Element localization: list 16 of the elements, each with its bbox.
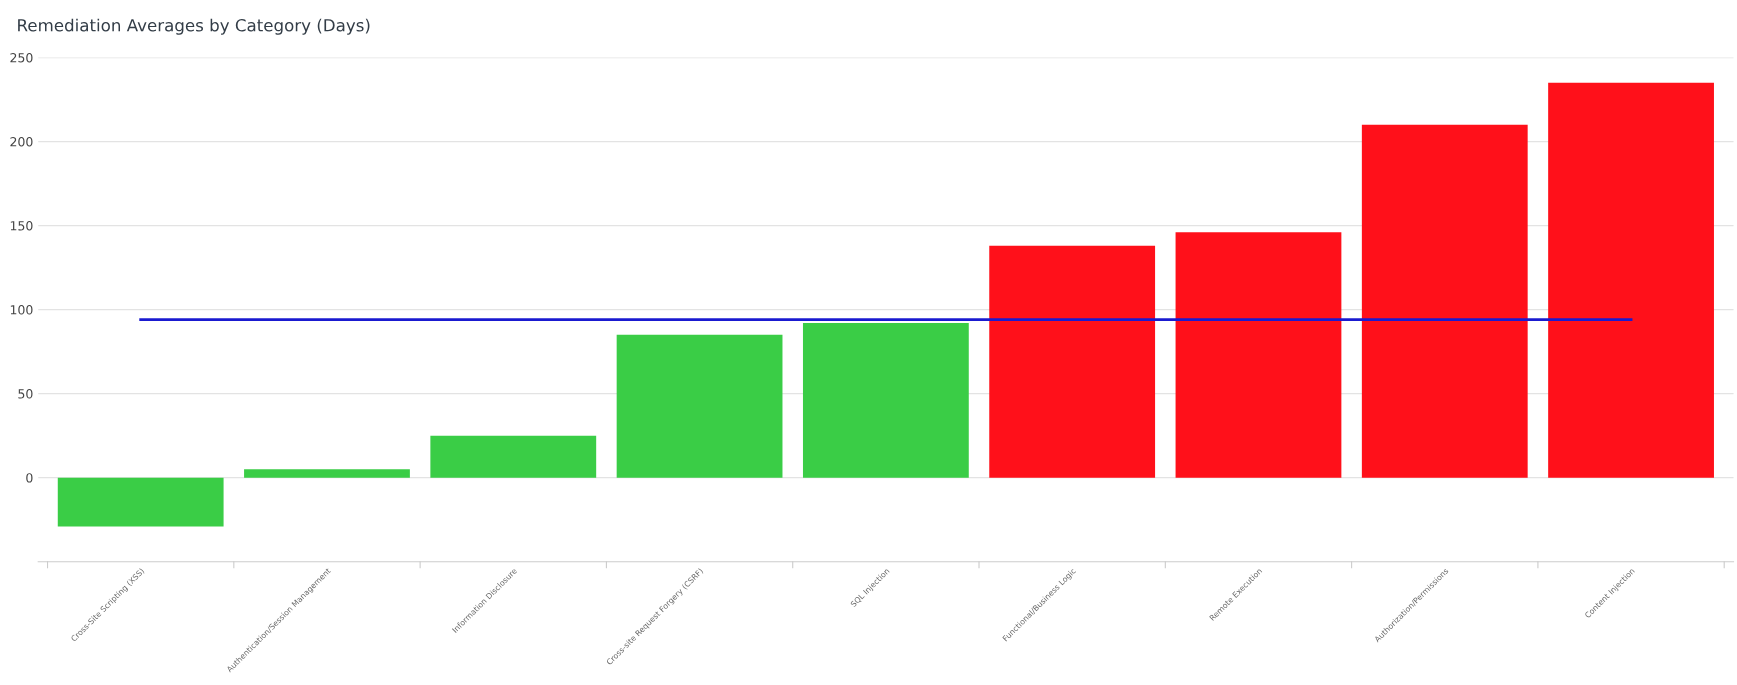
- bar: [430, 435, 597, 478]
- chart-title: Remediation Averages by Category (Days): [18, 18, 370, 35]
- bar: [989, 245, 1156, 478]
- bar: [244, 469, 410, 478]
- y-tick-label: 200: [10, 137, 33, 147]
- bar: [616, 334, 783, 478]
- y-tick-label: 100: [10, 305, 33, 315]
- y-tick-label: 150: [10, 221, 33, 231]
- y-tick-label: 250: [10, 53, 33, 63]
- bar: [57, 477, 224, 527]
- bar: [1548, 82, 1714, 478]
- bar: [1361, 124, 1528, 478]
- y-tick-label: 50: [18, 389, 33, 399]
- bar: [1175, 232, 1342, 478]
- y-tick-label: 0: [26, 473, 33, 483]
- bar: [802, 323, 969, 478]
